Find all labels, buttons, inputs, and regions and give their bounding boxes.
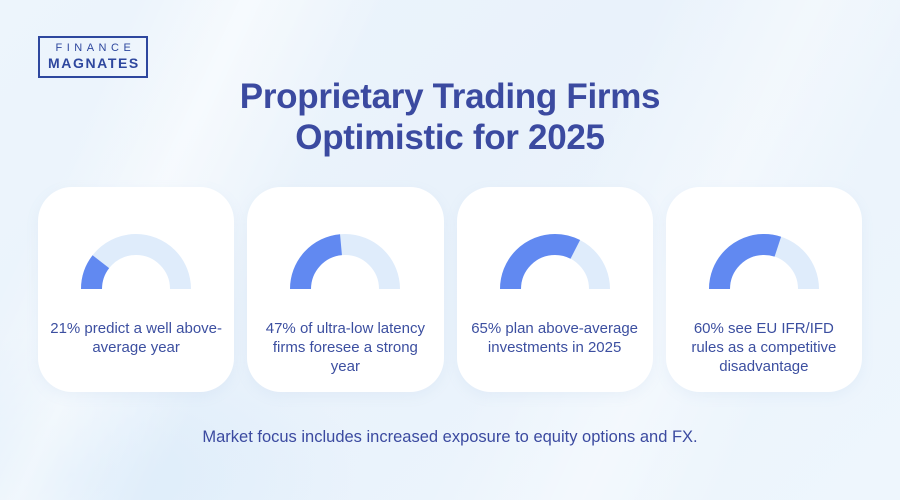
semicircle-gauge-icon <box>81 234 192 290</box>
stat-card-3-caption: 65% plan above-average investments in 20… <box>471 320 639 356</box>
semicircle-gauge-icon <box>708 234 819 290</box>
finance-magnates-logo: FINANCE MAGNATES <box>38 36 149 78</box>
page-title: Proprietary Trading Firms Optimistic for… <box>0 76 900 158</box>
stat-card-2-caption: 47% of ultra-low latency firms foresee a… <box>265 320 425 375</box>
semicircle-gauge-icon <box>499 234 610 290</box>
gauge-chart-47-percent <box>290 234 401 290</box>
stat-card-2: 47% of ultra-low latency firms foresee a… <box>247 187 444 392</box>
gauge-chart-21-percent <box>81 234 192 290</box>
stat-cards-row: 21% predict a well above-average year 47… <box>38 187 862 392</box>
gauge-chart-60-percent <box>708 234 819 290</box>
footer-note: Market focus includes increased exposure… <box>202 428 698 446</box>
stat-card-4: 60% see EU IFR/IFD rules as a competitiv… <box>665 187 862 392</box>
page-title-line-2: Optimistic for 2025 <box>295 118 605 157</box>
gauge-chart-65-percent <box>499 234 610 290</box>
stat-card-1: 21% predict a well above-average year <box>38 187 235 392</box>
semicircle-gauge-icon <box>290 234 401 290</box>
logo-line-magnates: MAGNATES <box>48 55 140 71</box>
page-title-line-1: Proprietary Trading Firms <box>239 77 661 116</box>
stat-card-4-caption: 60% see EU IFR/IFD rules as a competitiv… <box>691 320 837 375</box>
stat-card-1-caption: 21% predict a well above-average year <box>50 320 222 356</box>
stat-card-3: 65% plan above-average investments in 20… <box>456 187 653 392</box>
logo-line-finance: FINANCE <box>55 42 136 54</box>
